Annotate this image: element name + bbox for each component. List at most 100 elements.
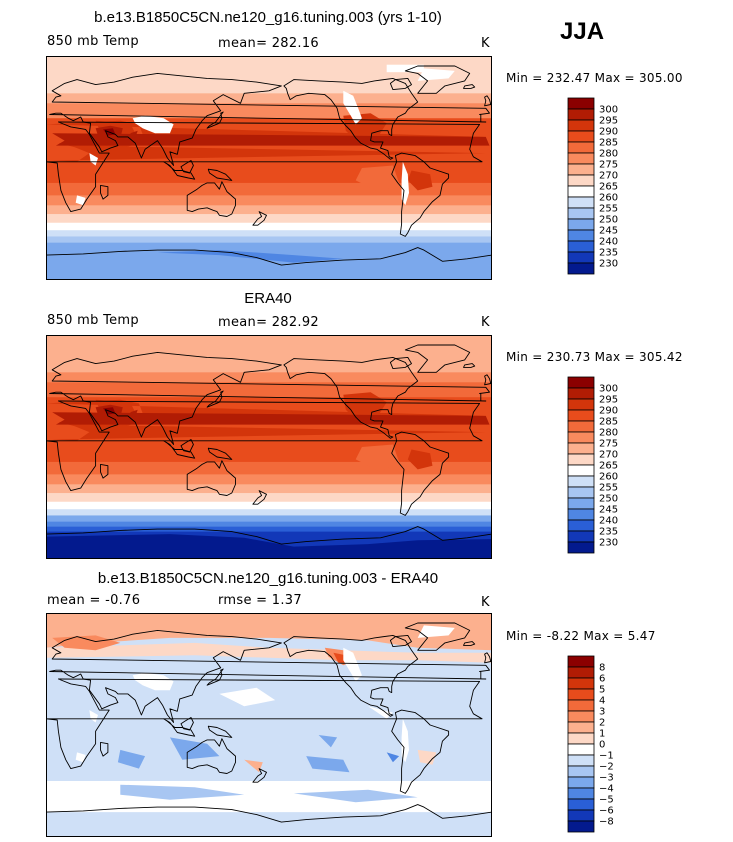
missing-data-mask xyxy=(417,68,455,81)
colorbar-box-4 xyxy=(567,141,595,154)
temperature-band xyxy=(46,103,492,119)
missing-data-mask xyxy=(132,115,174,134)
colorbar-tick-label: 290 xyxy=(599,127,618,138)
panel-3-units: K xyxy=(481,595,490,610)
colorbar-tick-label: 240 xyxy=(599,237,618,248)
difference-region xyxy=(117,749,146,769)
colorbar-tick-label: 255 xyxy=(599,483,618,494)
colorbar-box-3 xyxy=(567,409,595,422)
colorbar-tick-label: 265 xyxy=(599,461,618,472)
panel-1-title: b.e13.B1850C5CN.ne120_g16.tuning.003 (yr… xyxy=(94,9,442,26)
colorbar-tick-label: −6 xyxy=(599,806,614,817)
cool-ocean-region xyxy=(355,165,400,193)
colorbar-tick-label: 0 xyxy=(599,740,605,751)
colorbar-box-1 xyxy=(567,666,595,679)
colorbar-box-1 xyxy=(567,387,595,400)
colorbar-box-11 xyxy=(567,218,595,231)
colorbar-box-6 xyxy=(567,721,595,734)
coastline-uk xyxy=(484,95,492,107)
coastline-eurasia xyxy=(49,72,490,166)
colorbar-box-4 xyxy=(567,699,595,712)
coastline-eurasia xyxy=(49,351,490,445)
coastline-greenland xyxy=(404,65,471,94)
panel-3-title: b.e13.B1850C5CN.ne120_g16.tuning.003 - E… xyxy=(97,570,439,587)
coastline-australia xyxy=(186,181,236,217)
colorbar-box-7 xyxy=(567,453,595,466)
warm-region xyxy=(407,449,433,470)
colorbar-tick-label: 230 xyxy=(599,538,618,549)
colorbar-tick-label: 270 xyxy=(599,450,618,461)
temperature-band xyxy=(46,509,492,516)
colorbar-box-15 xyxy=(567,262,595,275)
panel-3-map xyxy=(46,613,492,837)
colorbar-box-6 xyxy=(567,442,595,455)
panel-1-variable: 850 mb Temp xyxy=(47,34,139,49)
coastline-iceland xyxy=(463,84,476,89)
missing-data-mask xyxy=(132,672,174,691)
colorbar-tick-label: 245 xyxy=(599,226,618,237)
colorbar-tick-label: 265 xyxy=(599,182,618,193)
coastline-africa xyxy=(46,400,483,492)
warm-region xyxy=(52,424,486,441)
colorbar-tick-label: −8 xyxy=(599,817,614,828)
coastline-baffin xyxy=(389,77,412,91)
colorbar-box-7 xyxy=(567,732,595,745)
coastline-newzealand xyxy=(252,490,267,505)
temperature-band xyxy=(46,474,492,485)
coastline-newzealand xyxy=(252,768,267,783)
temperature-band xyxy=(46,195,492,206)
colorbar-tick-label: −1 xyxy=(599,751,614,762)
missing-data-mask xyxy=(89,153,98,166)
coastline-greenland xyxy=(404,344,471,373)
missing-data-mask xyxy=(417,625,455,638)
map-frame xyxy=(46,335,492,559)
colorbar-tick-label: 260 xyxy=(599,193,618,204)
panel-3-rmse: rmse = 1.37 xyxy=(218,593,302,608)
coastline-greenland xyxy=(404,622,471,651)
colorbar-box-2 xyxy=(567,677,595,690)
coastline-uk xyxy=(484,652,492,664)
coastline-uk xyxy=(484,374,492,386)
colorbar-box-15 xyxy=(567,541,595,554)
coastline-antarctica xyxy=(46,247,492,280)
difference-region xyxy=(120,784,245,800)
hot-region xyxy=(52,133,490,146)
temperature-band xyxy=(46,372,492,383)
colorbar-tick-label: 260 xyxy=(599,472,618,483)
colorbar-tick-label: 295 xyxy=(599,395,618,406)
colorbar-box-15 xyxy=(567,820,595,833)
temperature-band xyxy=(46,93,492,104)
colorbar-tick-label: 290 xyxy=(599,406,618,417)
coastline-africa xyxy=(46,678,483,770)
coastline-madagascar xyxy=(100,463,109,479)
colorbar-box-2 xyxy=(567,398,595,411)
coastline-borneo xyxy=(180,160,194,174)
panel-1-colorbar: 3002952902852802752702652602552502452402… xyxy=(567,97,618,275)
difference-region xyxy=(368,706,393,719)
map-frame xyxy=(46,56,492,280)
colorbar-box-3 xyxy=(567,130,595,143)
temperature-band xyxy=(46,493,492,503)
missing-data-mask xyxy=(343,90,362,125)
colorbar-tick-label: 285 xyxy=(599,417,618,428)
temperature-band xyxy=(46,521,492,528)
colorbar-box-10 xyxy=(567,486,595,499)
coastline-newzealand xyxy=(252,211,267,226)
colorbar-box-7 xyxy=(567,174,595,187)
colorbar-tick-label: −4 xyxy=(599,784,614,795)
coastline-japan xyxy=(206,111,224,129)
panel-2-mean: mean= 282.92 xyxy=(218,315,319,330)
missing-data-mask xyxy=(89,710,98,723)
missing-data-mask xyxy=(386,64,424,73)
panel-1-minmax: Min = 232.47 Max = 305.00 xyxy=(506,71,683,85)
colorbar-box-5 xyxy=(567,152,595,165)
colorbar-box-14 xyxy=(567,809,595,822)
colorbar-box-14 xyxy=(567,530,595,543)
colorbar-box-10 xyxy=(567,207,595,220)
warm-region xyxy=(407,170,433,191)
colorbar-box-8 xyxy=(567,185,595,198)
colorbar-tick-label: 6 xyxy=(599,674,605,685)
colorbar-tick-label: −5 xyxy=(599,795,614,806)
cold-region xyxy=(46,534,492,559)
